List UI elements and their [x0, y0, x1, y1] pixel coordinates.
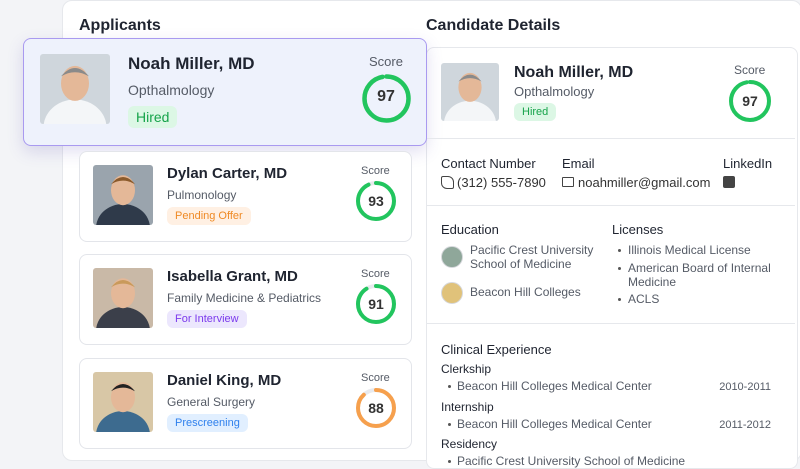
score-arc: [361, 73, 411, 123]
section-title: Candidate Details: [426, 17, 561, 34]
applicant-name: Dylan Carter, MD: [167, 165, 288, 182]
score-ring: [361, 73, 411, 123]
applicant-specialty: Family Medicine & Pediatrics: [167, 291, 322, 305]
field-label: Clinical Experience: [441, 342, 552, 357]
candidate-name: Noah Miller, MD: [514, 64, 634, 81]
field-label: Licenses: [612, 222, 664, 237]
score-value: 97: [742, 92, 758, 109]
email-value: noahmiller@gmail.com: [578, 175, 711, 190]
separator: [427, 323, 795, 324]
status-badge: Prescreening: [167, 414, 248, 432]
experience-type: Clerkship: [441, 362, 492, 376]
school-name: Beacon Hill Colleges: [470, 285, 581, 299]
score-label: Score: [734, 63, 766, 77]
score-ring: [356, 181, 396, 221]
applicant-name: Daniel King, MD: [167, 372, 282, 389]
field-label: Education: [441, 222, 499, 237]
phone-icon: [441, 176, 454, 189]
school-name: Pacific Crest University School of Medic…: [470, 243, 594, 271]
candidate-photo: [441, 63, 499, 121]
license: ACLS: [628, 292, 660, 306]
experience-place: Pacific Crest University School of Medic…: [457, 454, 686, 468]
score-label: Score: [369, 54, 403, 69]
applicant-specialty: General Surgery: [167, 395, 256, 409]
score-label: Score: [361, 372, 390, 384]
experience-type: Internship: [441, 400, 494, 414]
license: American Board of Internal Medicine: [628, 261, 771, 289]
experience-place: Beacon Hill Colleges Medical Center: [457, 379, 652, 393]
score-label: Score: [361, 165, 390, 177]
applicant-specialty: Opthalmology: [128, 82, 215, 98]
score-arc: [356, 284, 396, 324]
score-arc: [729, 80, 771, 122]
status-badge: For Interview: [167, 310, 247, 328]
bullet: [448, 460, 451, 463]
field-label: Email: [562, 156, 595, 171]
candidate-specialty: Opthalmology: [514, 84, 595, 99]
school-icon: [441, 282, 463, 304]
score-arc: [356, 181, 396, 221]
applicant-name: Isabella Grant, MD: [167, 268, 298, 285]
experience-years: 2011-2012: [719, 419, 771, 431]
bullet: [448, 423, 451, 426]
applicant-photo: [40, 54, 110, 124]
score-value: 97: [377, 88, 395, 106]
score-arc: [356, 388, 396, 428]
bullet: [448, 385, 451, 388]
bullet: [618, 298, 621, 301]
score-ring: [729, 80, 771, 122]
score-ring: [356, 388, 396, 428]
status-badge: Hired: [514, 103, 557, 121]
separator: [427, 138, 795, 139]
field-label: LinkedIn: [723, 156, 773, 171]
phone-value: (312) 555-7890: [457, 175, 546, 190]
section-title: Applicants: [79, 17, 161, 34]
bullet: [618, 249, 621, 252]
bullet: [618, 267, 621, 270]
score-value: 91: [368, 295, 384, 312]
score-label: Score: [361, 268, 390, 280]
status-badge: Pending Offer: [167, 207, 251, 225]
school-icon: [441, 246, 463, 268]
mail-icon: [562, 177, 574, 187]
experience-type: Residency: [441, 437, 498, 451]
separator: [427, 205, 795, 206]
score-ring: [356, 284, 396, 324]
field-label: Contact Number: [441, 156, 536, 171]
score-value: 88: [368, 399, 384, 416]
applicant-photo: [93, 268, 153, 328]
score-value: 93: [368, 192, 384, 209]
license: Illinois Medical License: [628, 243, 751, 257]
applicant-specialty: Pulmonology: [167, 188, 237, 202]
linkedin-icon[interactable]: [723, 176, 735, 188]
page: (() => { const data = JSON.parse(documen…: [23, 0, 800, 469]
applicant-photo: [93, 372, 153, 432]
experience-place: Beacon Hill Colleges Medical Center: [457, 417, 652, 431]
experience-years: 2010-2011: [719, 381, 771, 393]
applicant-photo: [93, 165, 153, 225]
status-badge: Hired: [128, 106, 178, 128]
applicant-name: Noah Miller, MD: [128, 54, 255, 73]
